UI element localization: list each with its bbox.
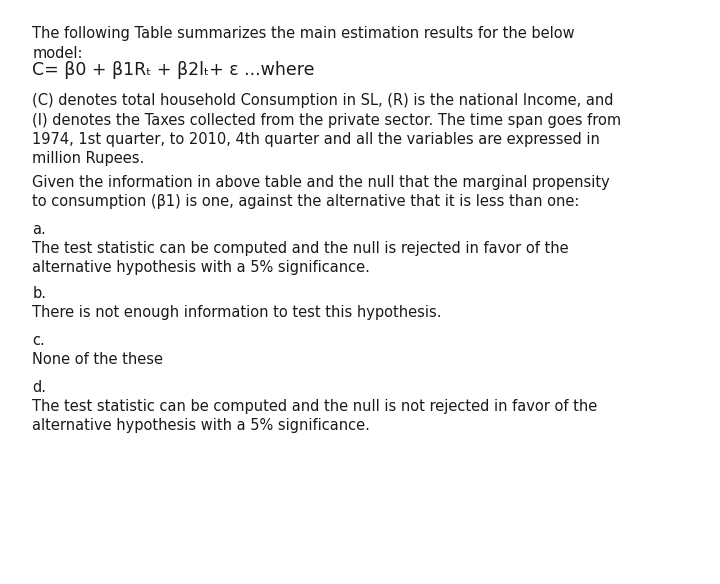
Text: c.: c. (32, 333, 45, 348)
Text: b.: b. (32, 286, 46, 301)
Text: 1974, 1st quarter, to 2010, 4th quarter and all the variables are expressed in: 1974, 1st quarter, to 2010, 4th quarter … (32, 132, 600, 147)
Text: Given the information in above table and the null that the marginal propensity: Given the information in above table and… (32, 175, 610, 190)
Text: The test statistic can be computed and the null is rejected in favor of the: The test statistic can be computed and t… (32, 241, 569, 256)
Text: (I) denotes the Taxes collected from the private sector. The time span goes from: (I) denotes the Taxes collected from the… (32, 113, 621, 128)
Text: alternative hypothesis with a 5% significance.: alternative hypothesis with a 5% signifi… (32, 418, 370, 433)
Text: (C) denotes total household Consumption in SL, (R) is the national Income, and: (C) denotes total household Consumption … (32, 93, 614, 109)
Text: The following Table summarizes the main estimation results for the below: The following Table summarizes the main … (32, 26, 575, 41)
Text: None of the these: None of the these (32, 352, 163, 367)
Text: C= β0 + β1Rₜ + β2lₜ+ ε ...where: C= β0 + β1Rₜ + β2lₜ+ ε ...where (32, 61, 315, 79)
Text: million Rupees.: million Rupees. (32, 151, 145, 166)
Text: alternative hypothesis with a 5% significance.: alternative hypothesis with a 5% signifi… (32, 260, 370, 276)
Text: d.: d. (32, 380, 46, 395)
Text: There is not enough information to test this hypothesis.: There is not enough information to test … (32, 305, 442, 321)
Text: model:: model: (32, 46, 83, 61)
Text: to consumption (β1) is one, against the alternative that it is less than one:: to consumption (β1) is one, against the … (32, 194, 580, 210)
Text: The test statistic can be computed and the null is not rejected in favor of the: The test statistic can be computed and t… (32, 399, 598, 414)
Text: a.: a. (32, 222, 46, 237)
